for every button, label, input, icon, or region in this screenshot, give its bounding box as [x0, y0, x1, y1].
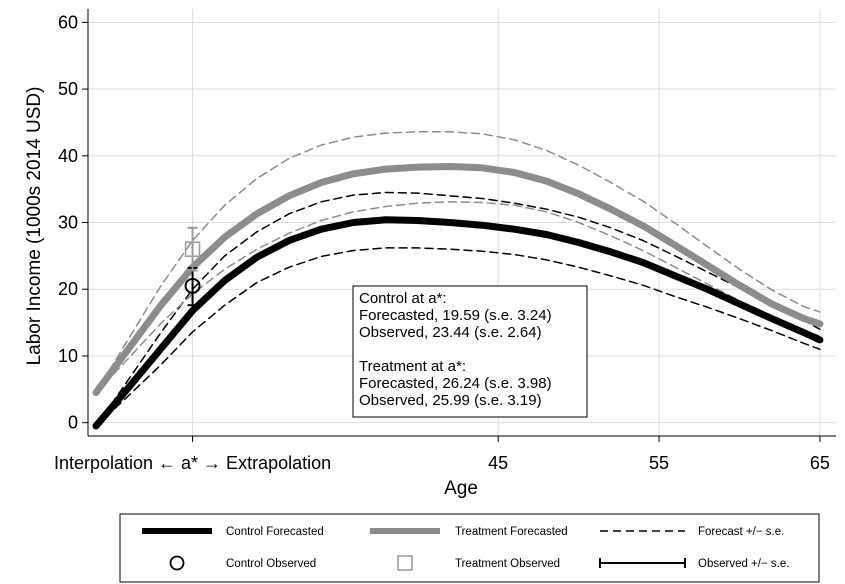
legend-label: Treatment Observed — [455, 558, 560, 570]
annotation-line: Observed, 23.44 (s.e. 2.64) — [359, 324, 542, 341]
legend: Control Forecasted Treatment Forecasted Fo… — [119, 513, 820, 583]
y-tick-label: 60 — [58, 12, 78, 32]
series-line-treatment-forecasted — [92, 163, 824, 397]
x-tick-label-a-star: Interpolation ← a* → Extrapolation — [54, 453, 331, 473]
series-line-control-forecast-s-e — [95, 247, 821, 427]
y-tick-label: 0 — [68, 413, 78, 433]
annotation-line: Forecasted, 19.59 (s.e. 3.24) — [359, 307, 552, 324]
annotation-line: Control at a*: — [359, 290, 447, 307]
annotation-line: Treatment at a*: — [359, 358, 466, 375]
legend-label: Forecast +/− s.e. — [698, 526, 784, 538]
plot-area — [92, 131, 824, 430]
y-axis-label: Labor Income (1000s 2014 USD) — [24, 87, 45, 366]
x-tick-label: 65 — [810, 453, 830, 473]
control-observed-marker — [184, 277, 201, 294]
legend-symbol-control-observed — [169, 555, 185, 571]
annotation-line: Observed, 25.99 (s.e. 3.19) — [359, 392, 542, 409]
y-tick-label: 10 — [58, 346, 78, 366]
annotation-frame — [352, 285, 588, 418]
series-line-control-forecast-s-e — [95, 191, 821, 427]
legend-label: Treatment Forecasted — [455, 526, 568, 538]
series-line-treatment-forecast-s-e — [95, 131, 821, 394]
axes: 0 10 20 30 40 50 60 45 55 65 Interpolation ← a* → … — [54, 9, 836, 473]
y-tick-label: 40 — [58, 146, 78, 166]
treatment-observed-marker — [184, 241, 201, 257]
x-tick-label: 55 — [649, 453, 669, 473]
annotation-box: Control at a*:Forecasted, 19.59 (s.e. 3.… — [352, 285, 588, 418]
series-line-treatment-forecast-s-e — [95, 201, 821, 394]
y-tick-label: 20 — [58, 279, 78, 299]
legend-label: Control Observed — [226, 558, 316, 570]
x-tick-label: 45 — [488, 453, 508, 473]
legend-label: Control Forecasted — [226, 526, 324, 538]
legend-symbol-treatment-observed — [397, 555, 413, 571]
legend-label: Observed +/− s.e. — [698, 558, 789, 570]
y-tick-label: 30 — [58, 213, 78, 233]
annotation-line: Forecasted, 26.24 (s.e. 3.98) — [359, 375, 552, 392]
series-line-control-forecasted — [92, 216, 824, 430]
x-axis-label: Age — [444, 478, 478, 499]
y-tick-label: 50 — [58, 79, 78, 99]
legend-frame — [119, 513, 820, 583]
